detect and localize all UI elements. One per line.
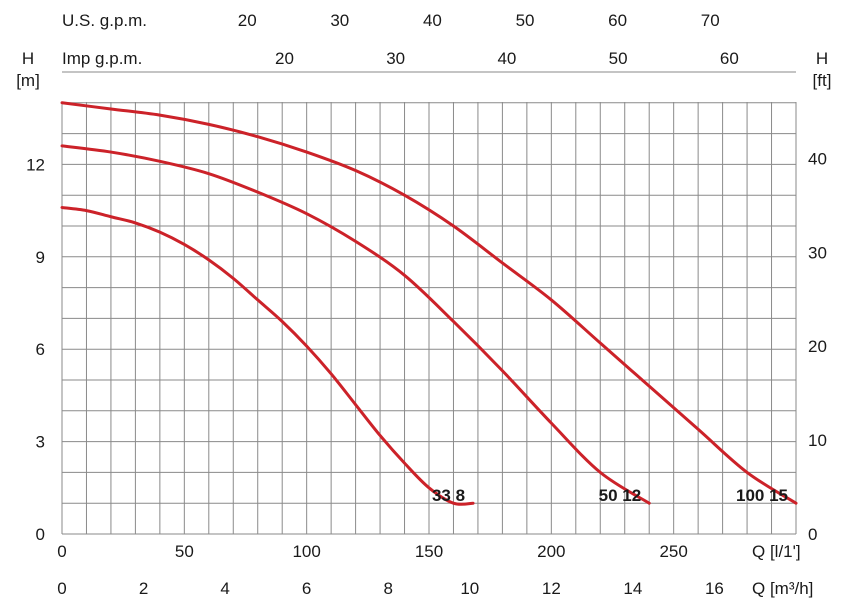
x-tick-label: 200 (537, 542, 565, 561)
x-tick-label: 250 (659, 542, 687, 561)
top-imp-tick-label: 30 (386, 49, 405, 68)
y-left-tick-label: 12 (26, 155, 45, 174)
chart-grid (61, 71, 797, 535)
x2-tick-label: 4 (220, 579, 229, 598)
top-imp-tick-label: 50 (609, 49, 628, 68)
curve-50-12 (60, 144, 651, 505)
x2-tick-label: 0 (57, 579, 66, 598)
top-imp-tick-label: 40 (497, 49, 516, 68)
x2-tick-label: 14 (623, 579, 642, 598)
curve-label: 100 15 (736, 486, 788, 505)
right-y-axis-unit: [ft] (813, 71, 832, 90)
top-us-tick-label: 40 (423, 11, 442, 30)
right-y-axis-label: H (816, 49, 828, 68)
x-tick-label: 50 (175, 542, 194, 561)
curve-100-15 (60, 101, 798, 505)
top-imp-axis-label: Imp g.p.m. (62, 49, 142, 68)
x2-tick-label: 2 (139, 579, 148, 598)
x2-tick-label: 6 (302, 579, 311, 598)
y-left-tick-label: 0 (36, 525, 45, 544)
y-right-tick-label: 30 (808, 243, 827, 262)
x2-tick-label: 12 (542, 579, 561, 598)
curve-label: 50 12 (599, 486, 642, 505)
top-us-tick-label: 60 (608, 11, 627, 30)
x2-tick-label: 16 (705, 579, 724, 598)
x-tick-label: 0 (57, 542, 66, 561)
x2-tick-label: 8 (383, 579, 392, 598)
curve-33-8 (60, 206, 475, 506)
top-imp-tick-label: 20 (275, 49, 294, 68)
top-us-axis-label: U.S. g.p.m. (62, 11, 147, 30)
y-right-tick-label: 10 (808, 431, 827, 450)
left-y-axis-unit: [m] (16, 71, 40, 90)
top-us-tick-label: 20 (238, 11, 257, 30)
y-right-tick-label: 0 (808, 525, 817, 544)
top-us-tick-label: 50 (516, 11, 535, 30)
x2-tick-label: 10 (460, 579, 479, 598)
x-axis-secondary-label: Q [m³/h] (752, 579, 813, 598)
y-left-tick-label: 6 (36, 340, 45, 359)
top-us-tick-label: 30 (330, 11, 349, 30)
y-right-tick-label: 40 (808, 149, 827, 168)
axis-titles: U.S. g.p.m. Imp g.p.m. H [m] H [ft] Q [l… (16, 11, 831, 598)
y-left-tick-label: 9 (36, 248, 45, 267)
x-tick-label: 100 (292, 542, 320, 561)
top-imp-tick-label: 60 (720, 49, 739, 68)
curve-label: 33 8 (432, 486, 465, 505)
x-axis-primary-label: Q [l/1'] (752, 542, 801, 561)
left-y-axis-label: H (22, 49, 34, 68)
x-tick-label: 150 (415, 542, 443, 561)
pump-curves: 33 8 50 12 100 15 (60, 101, 798, 506)
y-left-tick-label: 3 (36, 433, 45, 452)
y-right-tick-label: 20 (808, 337, 827, 356)
top-us-tick-label: 70 (701, 11, 720, 30)
